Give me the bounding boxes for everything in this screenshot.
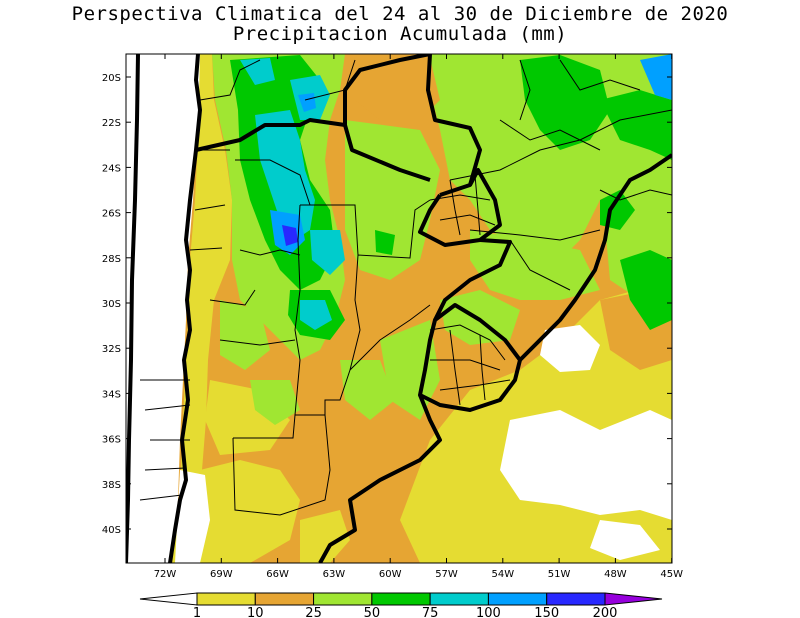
precipitation-field: [126, 54, 672, 563]
lon-tick-label: 60W: [379, 569, 402, 580]
colorbar-label: 50: [364, 606, 381, 618]
lon-tick-label: 63W: [323, 569, 346, 580]
map-frame: [125, 53, 673, 564]
longitude-axis: 72W 69W 66W 63W 60W 57W 54W 51W 48W 45W: [154, 54, 683, 580]
colorbar-label: 1: [193, 606, 201, 618]
lon-tick-label: 57W: [435, 569, 458, 580]
colorbar-swatch: [254, 592, 315, 606]
lat-tick-label: 24S: [102, 163, 121, 174]
lat-tick-label: 34S: [102, 389, 121, 400]
colorbar-swatch: [487, 592, 548, 606]
colorbar-label: 150: [534, 606, 559, 618]
colorbar-swatch: [604, 592, 663, 606]
lat-tick-label: 20S: [102, 73, 121, 84]
latitude-axis: 20S 22S 24S 26S 28S 30S 32S 34S 36S 38S 40S: [102, 73, 672, 536]
lat-tick-label: 30S: [102, 299, 121, 310]
colorbar-label: 75: [422, 606, 439, 618]
lon-tick-label: 48W: [604, 569, 627, 580]
colorbar-label: 25: [305, 606, 322, 618]
colorbar-swatch: [429, 592, 489, 606]
lon-tick-label: 51W: [548, 569, 571, 580]
colorbar-swatch: [546, 592, 606, 606]
colorbar-swatch: [313, 592, 373, 606]
colorbar-label: 200: [593, 606, 618, 618]
lat-tick-label: 22S: [102, 118, 121, 129]
lat-tick-label: 26S: [102, 209, 121, 220]
colorbar-swatch: [371, 592, 431, 606]
lon-tick-label: 69W: [210, 569, 233, 580]
lon-tick-label: 45W: [660, 569, 683, 580]
lat-tick-label: 28S: [102, 254, 121, 265]
map-title-line-1: Perspectiva Climatica del 24 al 30 de Di…: [71, 3, 729, 25]
lat-tick-label: 38S: [102, 480, 121, 491]
lon-tick-label: 66W: [266, 569, 289, 580]
lon-tick-label: 54W: [491, 569, 514, 580]
lat-tick-label: 36S: [102, 435, 121, 446]
colorbar-label: 10: [247, 606, 264, 618]
lon-tick-label: 72W: [154, 569, 177, 580]
colorbar-swatch: [196, 592, 256, 606]
lat-tick-label: 40S: [102, 525, 121, 536]
colorbar-label: 100: [476, 606, 501, 618]
colorbar-swatch: [139, 592, 198, 606]
colorbar: 1 10 25 50 75 100 150 200: [139, 592, 663, 618]
map-title-line-2: Precipitacion Acumulada (mm): [232, 23, 568, 45]
country-borders: [126, 54, 672, 563]
lat-tick-label: 32S: [102, 344, 121, 355]
province-borders: [139, 59, 672, 516]
